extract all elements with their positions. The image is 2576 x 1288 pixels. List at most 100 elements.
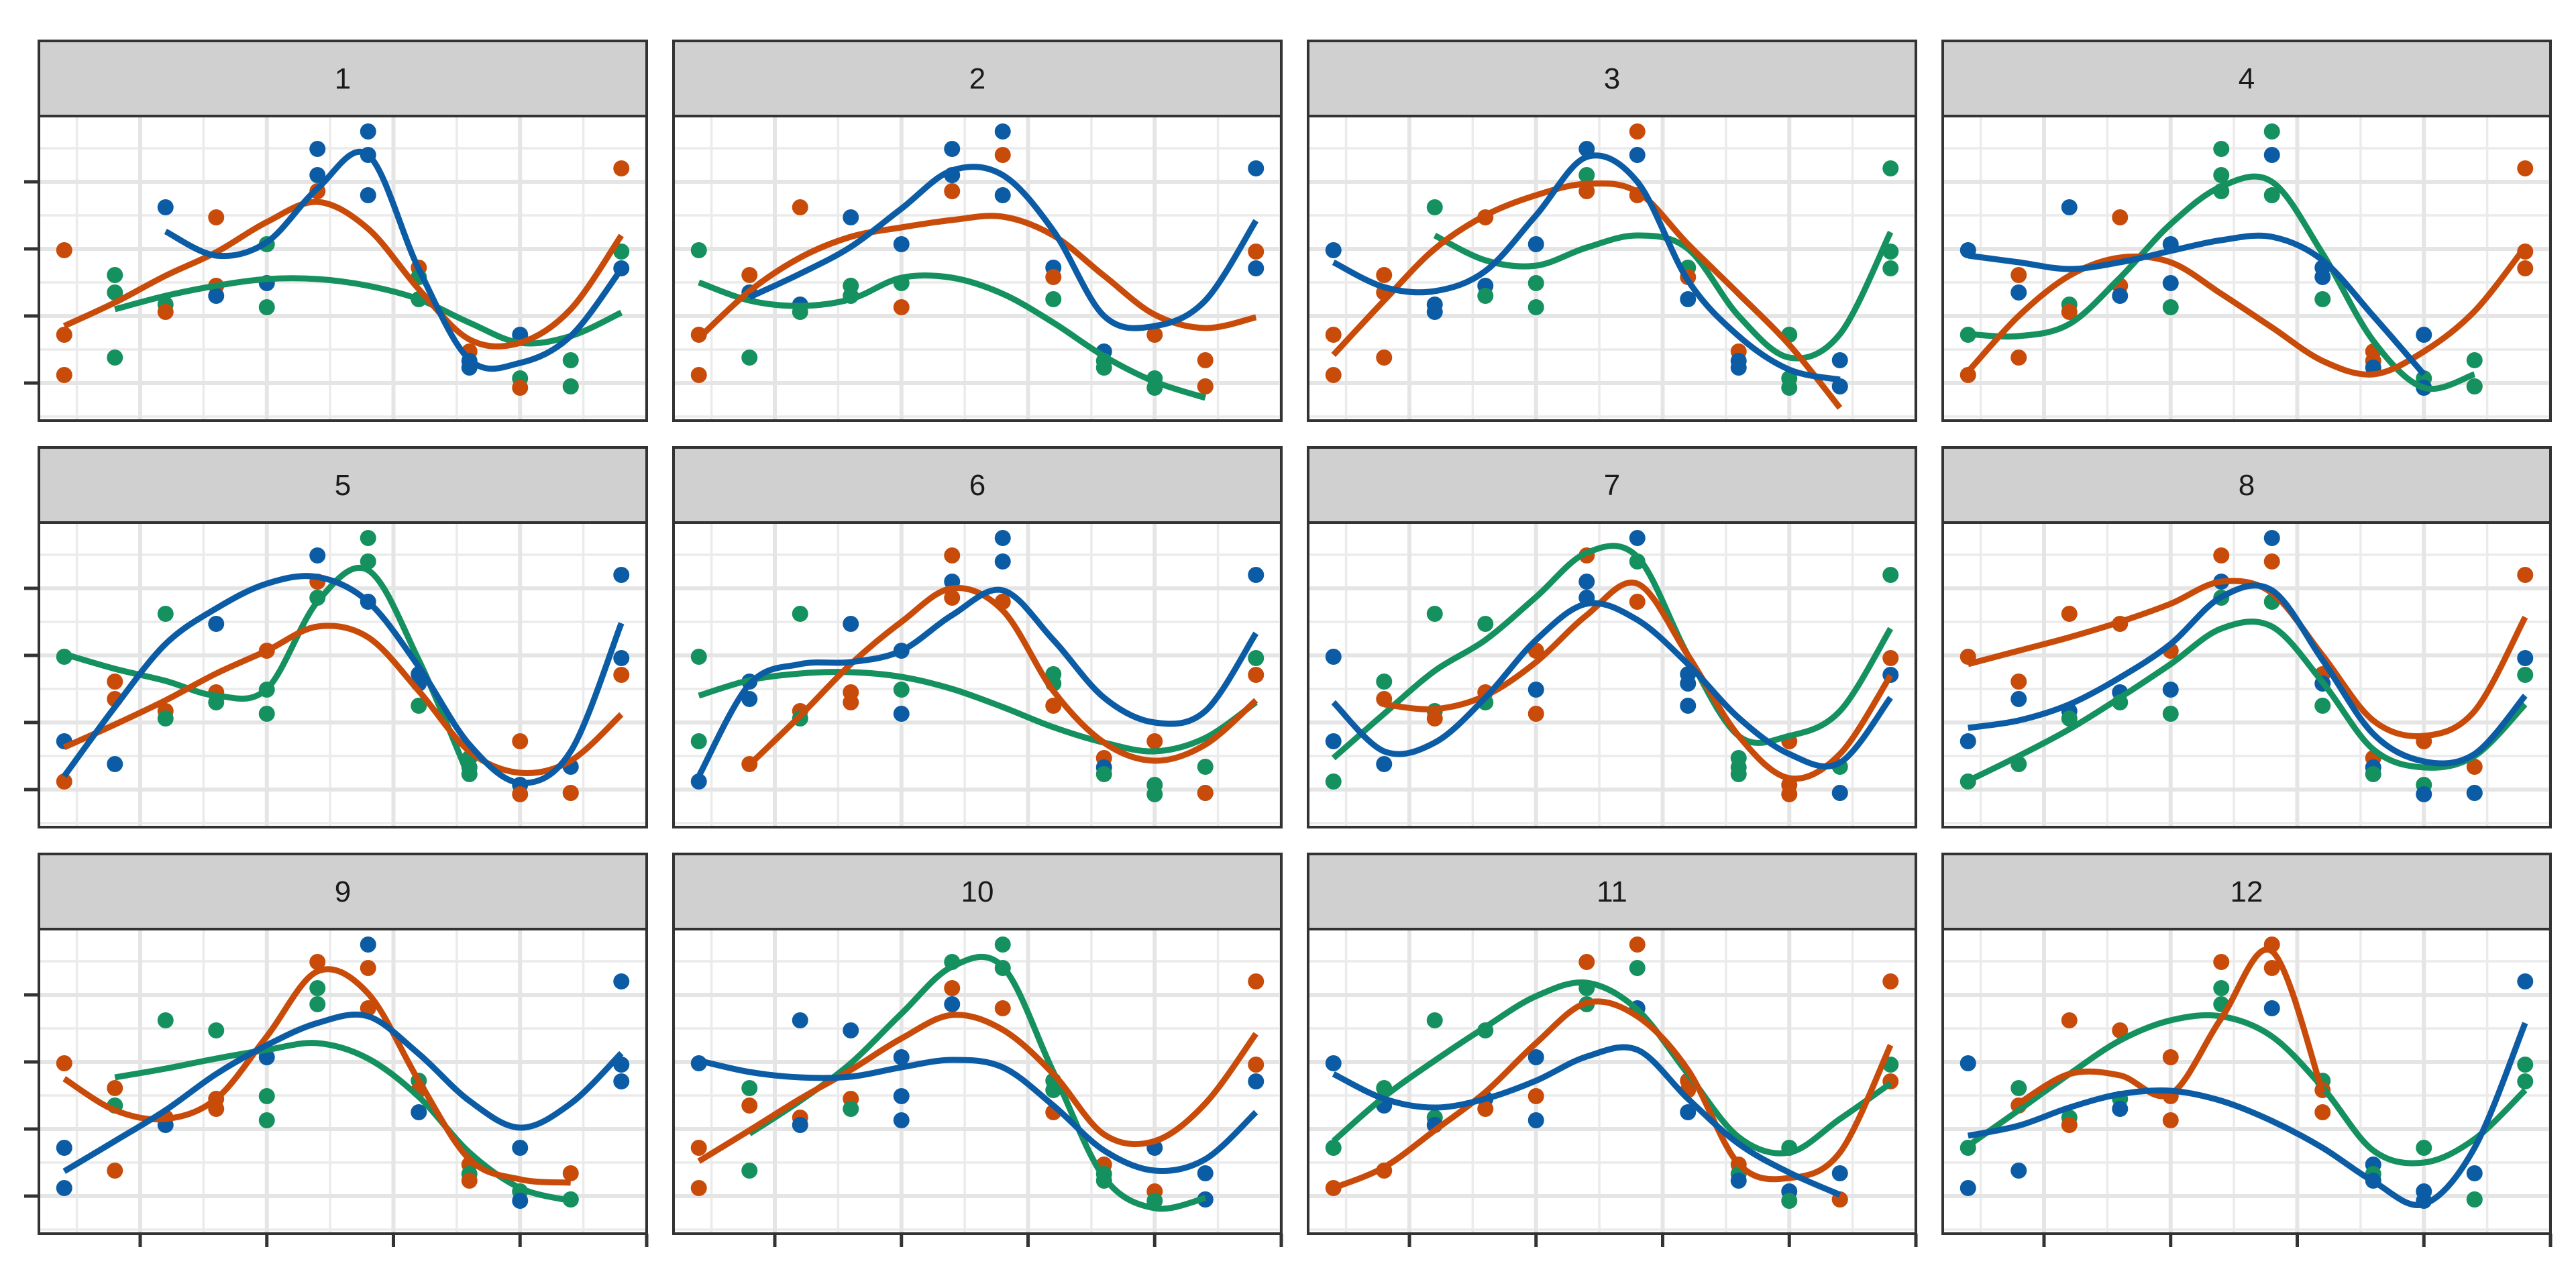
data-point — [258, 299, 275, 315]
facet-strip-label: 7 — [1604, 469, 1620, 502]
smooth-lines — [1331, 979, 1894, 1198]
points — [56, 123, 630, 396]
data-point — [2162, 1049, 2179, 1065]
points — [1960, 936, 2534, 1209]
data-point — [157, 304, 174, 320]
facet-panel-7: 7 — [1307, 446, 1917, 828]
data-point — [2162, 682, 2179, 698]
smooth-line-o — [1966, 245, 2528, 378]
facet-panel-1: 1 — [24, 40, 648, 422]
facet-panel-2: 2 — [672, 40, 1283, 422]
data-point — [994, 530, 1011, 546]
data-point — [56, 1180, 72, 1196]
data-point — [1197, 759, 1214, 775]
data-point — [741, 1080, 758, 1096]
data-point — [1527, 299, 1544, 315]
data-point — [2162, 706, 2179, 722]
data-point — [843, 209, 859, 225]
data-point — [1426, 199, 1443, 215]
data-point — [2517, 160, 2534, 176]
data-point — [613, 244, 630, 260]
data-point — [2061, 1012, 2078, 1028]
smooth-line-o — [697, 1012, 1258, 1164]
data-point — [1477, 616, 1494, 632]
data-point — [1960, 1180, 1976, 1196]
data-point — [56, 773, 72, 790]
data-point — [893, 299, 910, 315]
smooth-line-b — [1968, 582, 2528, 767]
data-point — [107, 350, 123, 366]
data-point — [360, 530, 376, 546]
smooth-line-o — [62, 199, 624, 350]
data-point — [2010, 691, 2027, 707]
data-point — [2162, 299, 2179, 315]
data-point — [994, 123, 1011, 140]
data-point — [562, 785, 579, 801]
data-point — [690, 1180, 707, 1196]
data-point — [1882, 973, 1899, 989]
smooth-lines — [1966, 173, 2528, 392]
data-point — [157, 606, 174, 622]
smooth-lines — [62, 148, 624, 372]
data-point — [1045, 698, 1062, 714]
panel-border — [1307, 928, 1917, 1235]
smooth-line-b — [1332, 1044, 1841, 1198]
data-point — [1629, 147, 1646, 163]
data-point — [613, 973, 630, 989]
data-point — [741, 350, 758, 366]
data-point — [1680, 1104, 1697, 1120]
data-point — [690, 367, 707, 383]
data-point — [1730, 766, 1747, 782]
data-point — [1325, 242, 1342, 258]
data-point — [1146, 786, 1163, 802]
data-point — [944, 141, 961, 157]
data-point — [2314, 698, 2331, 714]
data-point — [2162, 275, 2179, 291]
data-point — [2061, 606, 2078, 622]
facet-strip-label: 11 — [1597, 875, 1627, 908]
data-point — [1960, 733, 1976, 749]
data-point — [2263, 530, 2280, 546]
smooth-lines — [1331, 543, 1894, 782]
smooth-line-o — [2017, 947, 2326, 1106]
data-point — [690, 773, 707, 790]
data-point — [613, 667, 630, 683]
smooth-line-o — [62, 623, 624, 776]
data-point — [944, 590, 961, 606]
data-point — [2112, 288, 2129, 304]
data-point — [107, 674, 123, 690]
data-point — [613, 650, 630, 666]
data-point — [208, 616, 225, 632]
smooth-lines — [696, 585, 1259, 778]
data-point — [1248, 260, 1265, 276]
facet-strip-label: 8 — [2239, 469, 2255, 502]
data-point — [2263, 187, 2280, 203]
data-point — [1325, 1055, 1342, 1071]
data-point — [1680, 676, 1697, 692]
data-point — [741, 1163, 758, 1179]
data-point — [1477, 288, 1494, 304]
smooth-lines — [62, 564, 625, 786]
smooth-line-g — [1433, 230, 1894, 362]
data-point — [309, 996, 326, 1012]
data-point — [1730, 360, 1747, 376]
data-point — [613, 160, 630, 176]
data-point — [1680, 698, 1697, 714]
facet-strip — [672, 446, 1283, 524]
smooth-line-b — [62, 1011, 624, 1174]
data-point — [893, 1049, 910, 1065]
data-point — [157, 199, 174, 215]
data-point — [1325, 733, 1342, 749]
facet-strip — [1941, 40, 2552, 117]
data-point — [107, 267, 123, 283]
data-point — [1325, 649, 1342, 665]
gridlines — [39, 523, 647, 827]
panel-border — [672, 115, 1283, 422]
data-point — [2517, 650, 2534, 666]
facet-strip — [1941, 446, 2552, 524]
data-point — [1629, 123, 1646, 140]
data-point — [1376, 756, 1393, 772]
panel-background — [1308, 523, 1916, 827]
data-point — [157, 710, 174, 727]
data-point — [1527, 682, 1544, 698]
